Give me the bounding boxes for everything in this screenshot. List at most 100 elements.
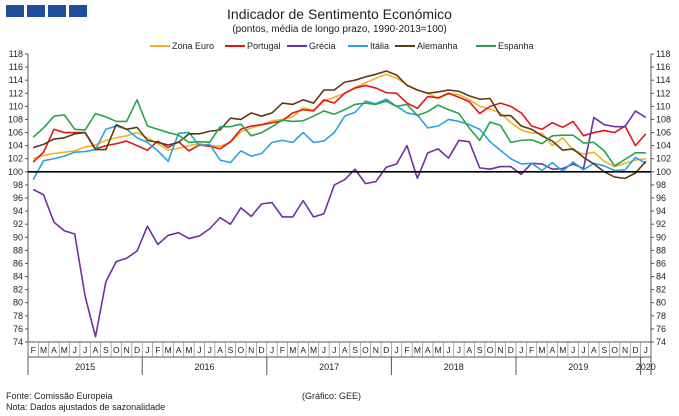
- y-tick-label-left: 106: [8, 128, 23, 138]
- month-label: J: [83, 345, 87, 355]
- y-tick-label-right: 92: [656, 219, 666, 229]
- month-label: A: [93, 345, 99, 355]
- legend-label: Itália: [370, 41, 389, 51]
- y-tick-label-right: 100: [656, 167, 671, 177]
- y-tick-label-left: 94: [13, 206, 23, 216]
- month-label: O: [113, 345, 120, 355]
- month-label: J: [519, 345, 523, 355]
- source-note: Fonte: Comissão Europeia: [6, 391, 113, 401]
- month-label: O: [238, 345, 245, 355]
- y-tick-label-left: 84: [13, 272, 23, 282]
- y-tick-label-right: 108: [656, 114, 671, 124]
- y-tick-label-left: 88: [13, 245, 23, 255]
- y-tick-label-right: 94: [656, 206, 666, 216]
- month-label: J: [394, 345, 398, 355]
- month-label: D: [632, 345, 638, 355]
- month-label: J: [571, 345, 575, 355]
- legend-label: Grécia: [309, 41, 336, 51]
- y-tick-label-right: 112: [656, 88, 670, 98]
- y-axis-left: 74 76 78 80 82 84 86 88 90 92 94 96 98 100 102 104 106 10…: [8, 49, 28, 347]
- y-tick-label-left: 118: [9, 49, 23, 59]
- y-tick-label-left: 102: [8, 154, 23, 164]
- y-tick-label-right: 114: [656, 75, 670, 85]
- month-label: N: [124, 345, 130, 355]
- month-label: F: [280, 345, 285, 355]
- legend-label: Alemanha: [417, 41, 458, 51]
- y-tick-label-left: 90: [13, 232, 23, 242]
- month-label: J: [73, 345, 77, 355]
- month-label: A: [591, 345, 597, 355]
- y-tick-label-right: 80: [656, 298, 666, 308]
- year-label: 2018: [444, 362, 464, 372]
- month-label: J: [145, 345, 149, 355]
- y-tick-label-left: 74: [13, 337, 23, 347]
- month-label: J: [332, 345, 336, 355]
- month-label: A: [466, 345, 472, 355]
- y-tick-label-right: 118: [656, 49, 670, 59]
- month-label: J: [270, 345, 274, 355]
- y-tick-label-right: 116: [656, 62, 670, 72]
- y-axis-right: 74 76 78 80 82 84 86 88 90 92 94 96 98 100 102 104 106 10…: [651, 49, 671, 347]
- month-label: N: [373, 345, 379, 355]
- y-tick-label-left: 100: [8, 167, 23, 177]
- month-label: J: [581, 345, 585, 355]
- month-label: M: [538, 345, 545, 355]
- month-label: D: [134, 345, 140, 355]
- y-tick-label-right: 98: [656, 180, 666, 190]
- month-label: A: [550, 345, 556, 355]
- y-tick-label-left: 92: [13, 219, 23, 229]
- y-tick-label-right: 74: [656, 337, 666, 347]
- y-tick-label-left: 110: [9, 101, 23, 111]
- month-label: M: [310, 345, 317, 355]
- month-label: F: [404, 345, 409, 355]
- y-tick-label-left: 108: [8, 114, 23, 124]
- month-label: A: [300, 345, 306, 355]
- y-tick-label-left: 86: [13, 258, 23, 268]
- month-label: M: [559, 345, 566, 355]
- chart-credit: (Gráfico: GEE): [302, 391, 362, 401]
- month-label: A: [51, 345, 57, 355]
- month-label: J: [457, 345, 461, 355]
- y-tick-label-left: 114: [9, 75, 23, 85]
- month-label: D: [508, 345, 514, 355]
- month-label: A: [425, 345, 431, 355]
- month-label: D: [383, 345, 389, 355]
- month-label: M: [414, 345, 421, 355]
- legend-label: Portugal: [247, 41, 281, 51]
- legend: Zona Euro Portugal Grécia Itália Alemanha Esp…: [150, 41, 534, 51]
- month-label: J: [208, 345, 212, 355]
- year-label: 2019: [568, 362, 588, 372]
- legend-label: Zona Euro: [172, 41, 214, 51]
- y-tick-label-left: 116: [9, 62, 23, 72]
- chart-subtitle: (pontos, média de longo prazo, 1990-2013…: [232, 24, 447, 35]
- y-tick-label-right: 78: [656, 311, 666, 321]
- month-label: N: [622, 345, 628, 355]
- y-tick-label-right: 106: [656, 128, 671, 138]
- year-label: 2015: [75, 362, 95, 372]
- series-line-grcia: [32, 110, 647, 338]
- month-label: S: [228, 345, 234, 355]
- month-label: S: [352, 345, 358, 355]
- year-label: 2017: [319, 362, 339, 372]
- y-tick-label-right: 104: [656, 141, 671, 151]
- series-line-portugal: [32, 84, 647, 163]
- y-tick-label-left: 76: [13, 324, 23, 334]
- y-tick-label-right: 102: [656, 154, 671, 164]
- month-label: M: [165, 345, 172, 355]
- month-label: M: [289, 345, 296, 355]
- y-tick-label-left: 80: [13, 298, 23, 308]
- month-label: A: [217, 345, 223, 355]
- y-tick-label-right: 96: [656, 193, 666, 203]
- series-line-alemanha: [32, 70, 647, 180]
- y-tick-label-left: 98: [13, 180, 23, 190]
- year-label: 2020: [636, 362, 656, 372]
- month-label: S: [477, 345, 483, 355]
- gee-logo: [6, 5, 87, 17]
- month-label: F: [155, 345, 160, 355]
- month-label: J: [644, 345, 648, 355]
- month-label: N: [248, 345, 254, 355]
- month-label: M: [435, 345, 442, 355]
- year-label: 2016: [195, 362, 215, 372]
